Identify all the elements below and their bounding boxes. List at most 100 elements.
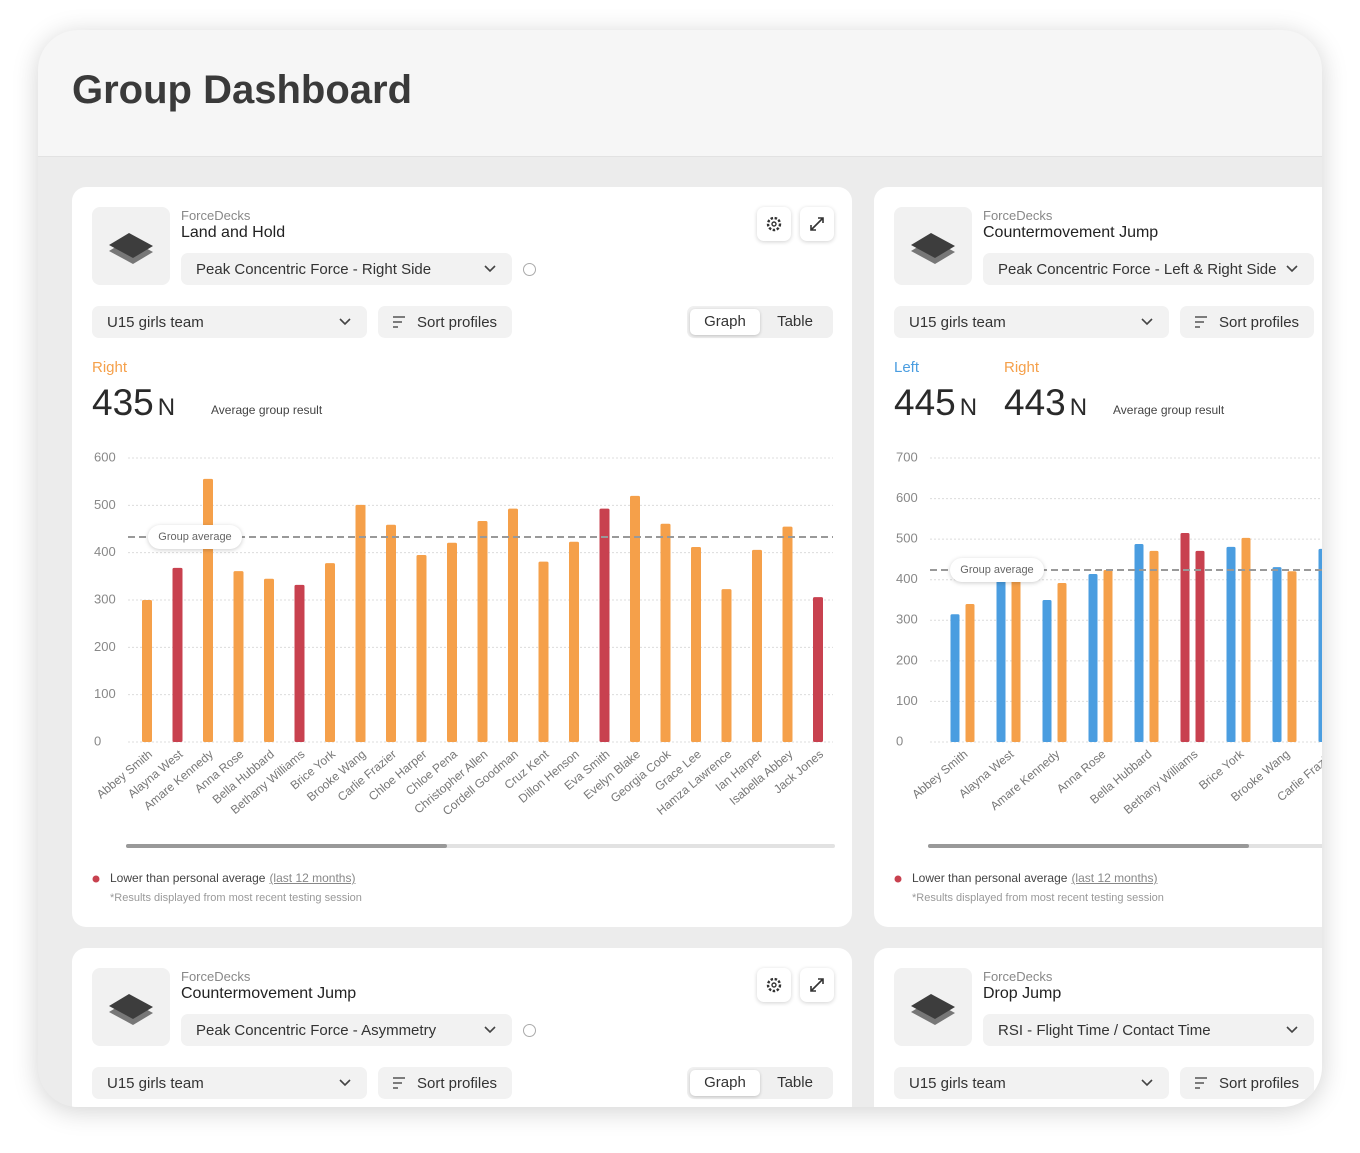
bar xyxy=(355,504,366,742)
average-value: 445 xyxy=(894,382,956,423)
view-tab[interactable]: Table xyxy=(777,313,813,330)
legend: Lower than personal average (last 12 mont… xyxy=(110,871,355,885)
card: ForceDecks Land and Hold Peak Concentric F… xyxy=(72,187,852,927)
metric-dropdown[interactable]: Peak Concentric Force - Asymmetry xyxy=(181,1014,512,1046)
bar xyxy=(1103,569,1113,742)
group-average-label: Group average xyxy=(960,564,1033,576)
expand-icon xyxy=(810,978,824,992)
test-icon xyxy=(894,207,972,285)
average-result: 435 N xyxy=(92,382,175,424)
group-dropdown[interactable]: U15 girls team xyxy=(92,1067,367,1099)
legend-dot xyxy=(894,875,902,883)
expand-button[interactable] xyxy=(800,207,834,241)
test-name: Countermovement Jump xyxy=(181,985,357,1002)
view-tab[interactable]: Graph xyxy=(690,1070,760,1096)
header: Group Dashboard xyxy=(38,30,1322,157)
group-average-label: Group average xyxy=(158,531,231,543)
bar xyxy=(1241,537,1251,742)
sort-icon xyxy=(1195,1077,1207,1089)
footnote: *Results displayed from most recent test… xyxy=(912,892,1164,904)
bar xyxy=(1011,580,1021,742)
plate-upper xyxy=(109,994,153,1019)
metric-dropdown[interactable]: Peak Concentric Force - Left & Right Sid… xyxy=(983,253,1314,285)
sort-button[interactable]: Sort profiles xyxy=(1180,1067,1314,1099)
average-unit: N xyxy=(157,394,176,421)
card: ForceDecks Drop Jump RSI - Flight Time / C… xyxy=(874,948,1322,1107)
chevron xyxy=(484,1026,496,1034)
y-tick-label: 400 xyxy=(896,571,918,586)
bar xyxy=(691,546,701,742)
sort-button[interactable]: Sort profiles xyxy=(378,1067,512,1099)
average-unit: N xyxy=(1069,394,1088,421)
group-dropdown[interactable]: U15 girls team xyxy=(894,306,1169,338)
sort-icon xyxy=(1195,316,1207,328)
metric-dropdown[interactable]: Peak Concentric Force - Right Side xyxy=(181,253,512,285)
gear-icon xyxy=(766,977,782,993)
chevron xyxy=(484,265,496,273)
chevron-line xyxy=(1286,265,1298,273)
chevron-line xyxy=(339,1079,351,1087)
source-label: ForceDecks xyxy=(181,208,251,223)
legend: Lower than personal average (last 12 mont… xyxy=(912,871,1157,885)
sort-button[interactable]: Sort profiles xyxy=(1180,306,1314,338)
result-caption: Average group result xyxy=(1113,403,1225,417)
device-icon xyxy=(109,233,153,264)
expand-arrows xyxy=(810,978,824,992)
sort-button[interactable]: Sort profiles xyxy=(378,306,512,338)
card: ForceDecks Countermovement Jump Peak Conce… xyxy=(72,948,852,1107)
group-dropdown[interactable]: U15 girls team xyxy=(92,306,367,338)
info-icon xyxy=(523,263,536,276)
y-tick-label: 300 xyxy=(896,612,918,627)
gear-hole xyxy=(771,982,777,988)
bar xyxy=(233,571,244,742)
settings-button[interactable] xyxy=(757,207,791,241)
metric-text: Peak Concentric Force - Asymmetry xyxy=(196,1021,437,1039)
series-label: Left xyxy=(894,359,920,376)
bar xyxy=(965,604,975,742)
sort-icon xyxy=(393,1077,405,1089)
bar xyxy=(630,495,640,742)
source-label: ForceDecks xyxy=(983,969,1053,984)
bar xyxy=(660,523,671,742)
bar xyxy=(1287,571,1297,742)
view-tab[interactable]: Table xyxy=(777,1074,813,1091)
y-tick-label: 600 xyxy=(94,449,116,464)
y-tick-label: 500 xyxy=(896,531,918,546)
expand-button[interactable] xyxy=(800,968,834,1002)
chevron xyxy=(1286,265,1298,273)
bar xyxy=(203,478,213,742)
expand-arrows xyxy=(810,217,824,231)
y-tick-label: 700 xyxy=(896,449,918,464)
bar xyxy=(172,567,183,742)
group-dropdown[interactable]: U15 girls team xyxy=(894,1067,1169,1099)
gear-hole xyxy=(771,221,777,227)
average-result: 445 N xyxy=(894,382,977,424)
test-icon xyxy=(894,968,972,1046)
gear xyxy=(766,216,782,232)
legend-link[interactable]: (last 12 months) xyxy=(1071,871,1158,885)
chevron xyxy=(1141,1079,1153,1087)
bar xyxy=(1088,574,1098,742)
bar xyxy=(447,542,457,742)
source-label: ForceDecks xyxy=(983,208,1053,223)
sort-text: Sort profiles xyxy=(1219,313,1300,331)
legend-link[interactable]: (last 12 months) xyxy=(269,871,356,885)
gear-icon xyxy=(766,216,782,232)
bar xyxy=(1180,533,1190,742)
chevron xyxy=(1141,318,1153,326)
bar xyxy=(294,584,305,742)
footnote: *Results displayed from most recent test… xyxy=(110,892,362,904)
settings-button[interactable] xyxy=(757,968,791,1002)
metric-dropdown[interactable]: RSI - Flight Time / Contact Time xyxy=(983,1014,1314,1046)
metric-text: Peak Concentric Force - Left & Right Sid… xyxy=(998,260,1277,278)
plate-upper xyxy=(911,994,955,1019)
y-tick-label: 300 xyxy=(94,591,116,606)
group-text: U15 girls team xyxy=(909,1074,1006,1092)
bar xyxy=(813,597,823,742)
bar xyxy=(264,578,274,742)
bar xyxy=(950,614,960,742)
chevron-line xyxy=(484,265,496,273)
view-tab[interactable]: Graph xyxy=(690,309,760,335)
